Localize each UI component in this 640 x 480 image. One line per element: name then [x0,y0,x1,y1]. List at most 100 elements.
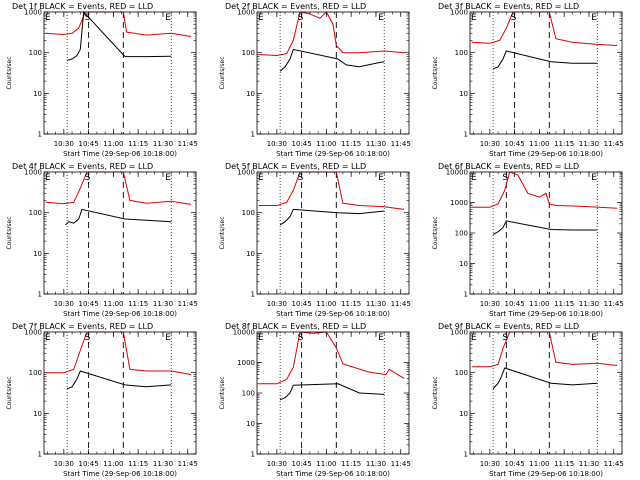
event-rate-line [66,10,172,61]
plot-frame [469,11,623,135]
y-tick-label: 1 [464,131,468,139]
x-tick-label: 11:00 [316,300,336,308]
y-axis-label: Counts/sec [6,376,13,409]
y-tick-label: 1000 [450,199,468,207]
y-tick-label: 1000 [450,329,468,337]
x-tick-label: 10:30 [54,140,74,148]
y-tick-label: 10 [33,250,42,258]
x-tick-label: 11:30 [366,460,386,468]
x-tick-label: 11:15 [128,300,148,308]
chart-title: Det 3f BLACK = Events, RED = LLD [438,2,579,11]
y-tick-label: 10000 [233,329,255,337]
chart-title: Det 6f BLACK = Events, RED = LLD [438,162,579,171]
y-tick-label: 1000 [24,9,42,17]
y-axis-label: Counts/sec [6,216,13,249]
y-axis-label: Counts/sec [6,56,13,89]
y-tick-label: 10000 [446,169,468,177]
annotation-s-label: S [502,333,508,343]
event-rate-line [279,383,385,401]
x-tick-label: 10:30 [54,460,74,468]
x-tick-label: 10:30 [480,460,500,468]
y-tick-label: 10 [33,410,42,418]
y-tick-label: 10 [246,250,255,258]
x-tick-label: 10:45 [505,300,525,308]
plot-frame [469,171,623,295]
lld-rate-line [258,11,405,57]
annotation-e-label: E [471,173,477,183]
chart-title: Det 2f BLACK = Events, RED = LLD [225,2,366,11]
x-tick-label: 10:45 [292,300,312,308]
chart-title: Det 7f BLACK = Events, RED = LLD [12,322,153,331]
x-tick-label: 11:30 [366,140,386,148]
annotation-s-label: S [511,13,517,23]
x-tick-label: 11:45 [604,300,624,308]
x-tick-label: 11:15 [128,140,148,148]
x-axis-label: Start Time (29-Sep-06 10:18:00) [489,470,603,478]
x-tick-label: 11:00 [316,460,336,468]
event-rate-line [492,50,598,70]
lld-rate-line [471,171,618,209]
y-tick-label: 1000 [237,169,255,177]
x-tick-label: 10:45 [79,460,99,468]
y-tick-label: 100 [242,390,255,398]
y-tick-label: 1000 [24,169,42,177]
x-tick-label: 11:45 [391,460,411,468]
x-axis-label: Start Time (29-Sep-06 10:18:00) [63,310,177,318]
y-tick-label: 10 [459,90,468,98]
y-axis-label: Counts/sec [432,216,439,249]
x-axis-label: Start Time (29-Sep-06 10:18:00) [276,310,390,318]
x-tick-label: 11:15 [341,300,361,308]
y-tick-label: 1 [38,291,42,299]
x-tick-label: 11:30 [153,300,173,308]
x-tick-label: 11:45 [604,140,624,148]
plot-frame [43,11,197,135]
annotation-e-label: E [258,13,264,23]
y-tick-label: 1000 [237,359,255,367]
chart-title: Det 4f BLACK = Events, RED = LLD [12,162,153,171]
plot-frame [43,171,197,295]
chart-panel-5: Det 5f BLACK = Events, RED = LLD Counts/s… [219,162,411,318]
x-tick-label: 11:00 [103,300,123,308]
annotation-e-label: E [591,173,597,183]
x-tick-label: 10:30 [267,140,287,148]
x-axis-label: Start Time (29-Sep-06 10:18:00) [489,150,603,158]
x-tick-label: 11:45 [391,140,411,148]
y-tick-label: 10 [246,90,255,98]
annotation-e-label: E [165,333,171,343]
x-tick-label: 11:45 [391,300,411,308]
chart-panel-3: Det 3f BLACK = Events, RED = LLD Counts/s… [432,2,624,158]
annotation-e-label: E [378,173,384,183]
x-tick-label: 11:00 [103,460,123,468]
y-tick-label: 10 [459,260,468,268]
x-tick-label: 10:30 [480,300,500,308]
y-tick-label: 100 [29,49,42,57]
x-tick-label: 11:45 [178,300,198,308]
event-rate-line [66,370,172,390]
annotation-s-label: S [85,333,91,343]
annotation-s-label: S [85,13,91,23]
x-tick-label: 11:30 [579,460,599,468]
chart-panel-1: Det 1f BLACK = Events, RED = LLD Counts/s… [6,2,198,158]
annotation-s-label: S [298,333,304,343]
x-tick-label: 11:30 [579,140,599,148]
x-tick-label: 11:00 [103,140,123,148]
plot-frame [43,331,197,455]
chart-panel-7: Det 7f BLACK = Events, RED = LLD Counts/s… [6,322,198,478]
chart-panel-4: Det 4f BLACK = Events, RED = LLD Counts/s… [6,162,198,318]
x-tick-label: 11:45 [178,140,198,148]
y-tick-label: 100 [29,209,42,217]
event-rate-line [492,220,598,235]
x-tick-label: 11:45 [178,460,198,468]
x-tick-label: 11:00 [316,140,336,148]
y-tick-label: 100 [242,209,255,217]
plot-frame [256,331,410,455]
x-tick-label: 11:15 [554,460,574,468]
y-tick-label: 100 [455,369,468,377]
x-tick-label: 11:15 [128,460,148,468]
x-axis-label: Start Time (29-Sep-06 10:18:00) [276,150,390,158]
x-tick-label: 10:45 [79,140,99,148]
annotation-s-label: S [298,13,304,23]
x-tick-label: 10:30 [267,460,287,468]
annotation-e-label: E [45,173,51,183]
